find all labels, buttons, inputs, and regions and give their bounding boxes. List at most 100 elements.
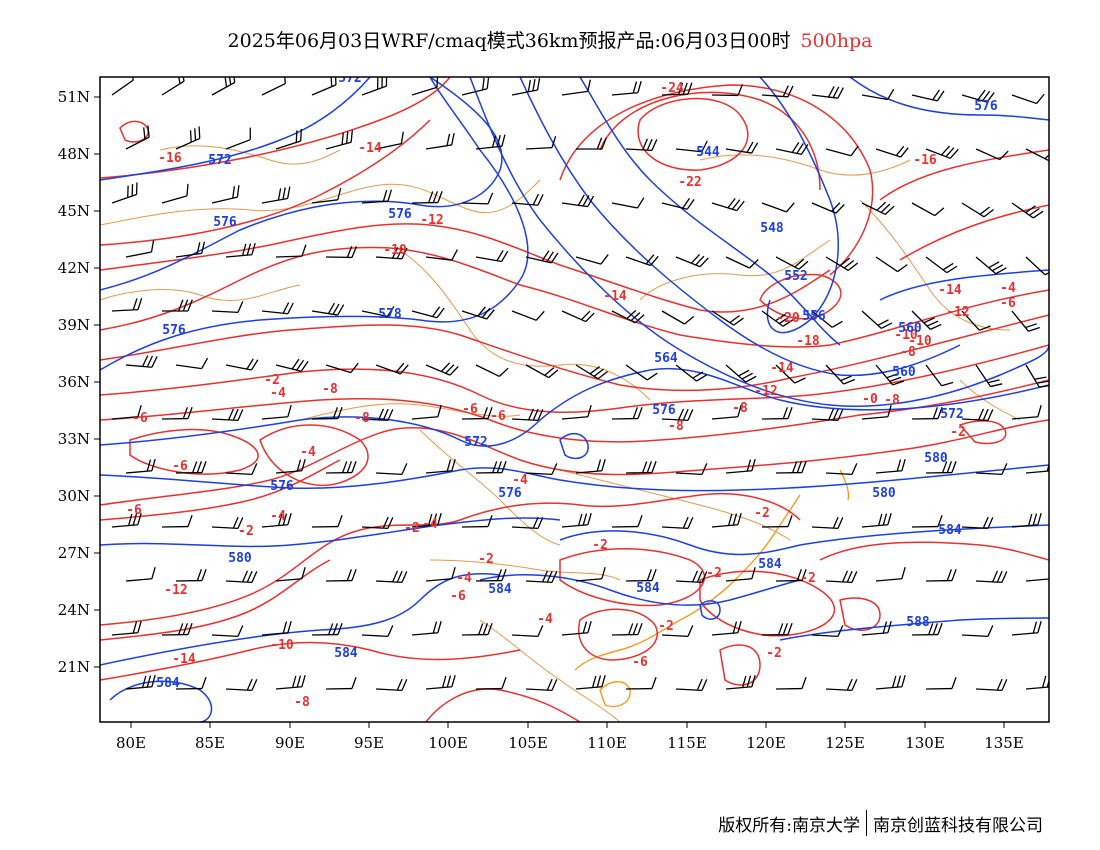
copyright: 版权所有:南京大学 南京创蓝科技有限公司 — [718, 810, 1043, 836]
y-tick-label: 30N — [58, 487, 90, 505]
temperature-contours — [100, 77, 1049, 722]
wind-barb — [461, 407, 493, 420]
y-tick-label: 36N — [58, 373, 90, 391]
geopotential-label: 572 — [338, 71, 361, 86]
geopotential-label: 576 — [213, 215, 237, 230]
wind-barb — [411, 191, 443, 204]
y-tick-label: 39N — [58, 316, 90, 334]
copyright-right: 南京创蓝科技有限公司 — [873, 815, 1043, 836]
wind-barb — [1011, 513, 1042, 528]
geopotential-contour — [559, 433, 589, 460]
wind-barb — [975, 678, 1008, 692]
temperature-label: -4 — [270, 509, 286, 524]
x-tick-label: 85E — [195, 734, 225, 752]
y-tick-label: 45N — [58, 202, 90, 220]
geopotential-label: 576 — [270, 479, 294, 494]
wind-barb — [461, 192, 494, 205]
wind-barb — [725, 364, 757, 383]
title-main: 2025年06月03日WRF/cmaq模式36km预报产品:06月03日00时 — [227, 30, 791, 52]
wind-barb — [225, 243, 256, 258]
wind-barb — [425, 567, 456, 582]
wind-barb — [725, 459, 756, 474]
wind-barb — [511, 408, 544, 422]
geopotential-label: 580 — [228, 551, 252, 566]
wind-barb — [375, 570, 408, 584]
wind-barb — [1011, 405, 1042, 420]
temperature-label: -14 — [770, 361, 794, 376]
wind-barb — [125, 459, 156, 474]
geopotential-contour — [100, 77, 371, 181]
wind-barb — [225, 570, 258, 584]
wind-barb — [511, 310, 545, 321]
wind-barb — [661, 82, 693, 96]
temperature-contour — [129, 428, 259, 475]
wind-barb — [261, 77, 287, 96]
geopotential-label: 556 — [802, 309, 826, 324]
temperature-label: -6 — [132, 411, 148, 426]
temperature-label: -4 — [456, 571, 472, 586]
temperature-contour — [100, 119, 431, 246]
wind-barb — [911, 515, 943, 528]
wind-barb — [675, 678, 708, 692]
geopotential-label: 572 — [208, 153, 231, 168]
wind-barb — [225, 127, 251, 150]
country-borders — [100, 145, 1021, 722]
geopotential-contour — [469, 77, 1049, 407]
wind-barb — [1025, 364, 1049, 388]
wind-barb — [675, 463, 708, 476]
wind-barb — [111, 182, 138, 204]
geopotential-contour — [699, 600, 721, 620]
wind-barb — [425, 675, 456, 690]
wind-barb — [925, 256, 958, 274]
wind-barb — [611, 515, 643, 528]
wind-barb — [625, 364, 658, 381]
wind-barb — [211, 516, 244, 530]
x-tick-label: 90E — [275, 734, 305, 752]
wind-barb — [211, 408, 244, 422]
wind-barb — [475, 569, 507, 582]
wind-barb — [711, 405, 742, 420]
wind-barb — [625, 677, 657, 690]
wind-barb — [511, 516, 544, 530]
temperature-label: -12 — [946, 305, 969, 320]
wind-barb — [675, 140, 708, 153]
temperature-label: -6 — [172, 459, 188, 474]
wind-barb — [561, 310, 595, 323]
temperature-contour — [559, 548, 706, 607]
wind-barb — [475, 461, 507, 474]
geopotential-contour — [100, 367, 1049, 447]
temperature-label: -2 — [264, 373, 280, 388]
geopotential-contour — [849, 77, 1049, 121]
wind-barb — [1011, 621, 1042, 636]
wind-barb — [811, 516, 844, 530]
wind-barb — [311, 623, 343, 636]
y-axis: 51N 48N 45N 42N 39N 36N 33N 30N 27N 24N 21N — [58, 88, 100, 676]
wind-barb — [911, 202, 945, 217]
wind-barb — [325, 130, 353, 150]
wind-barb — [311, 515, 343, 528]
wind-barb — [461, 623, 493, 636]
wind-barb — [175, 241, 206, 258]
wind-barb — [675, 253, 709, 268]
wind-barb — [825, 145, 859, 157]
wind-barb — [375, 362, 409, 375]
temperature-label: -2 — [800, 571, 816, 586]
temperature-label: -22 — [678, 175, 701, 190]
wind-barb — [361, 189, 393, 204]
wind-barb — [611, 407, 643, 420]
temperature-label: -2 — [238, 524, 254, 539]
wind-barb — [161, 183, 189, 204]
x-tick-label: 110E — [587, 734, 627, 752]
wind-barb — [975, 570, 1008, 584]
wind-barb — [475, 250, 509, 263]
geopotential-label: 588 — [906, 615, 930, 630]
wind-barb — [411, 621, 442, 636]
wind-barb — [1025, 148, 1049, 162]
geopotential-contours — [100, 77, 1049, 722]
geopotential-contour — [779, 617, 1049, 641]
wind-barb — [811, 310, 843, 328]
wind-barb — [1025, 256, 1049, 276]
temperature-label: -8 — [354, 411, 370, 426]
temperature-contour — [637, 97, 749, 171]
temperature-label: -14 — [938, 283, 962, 298]
